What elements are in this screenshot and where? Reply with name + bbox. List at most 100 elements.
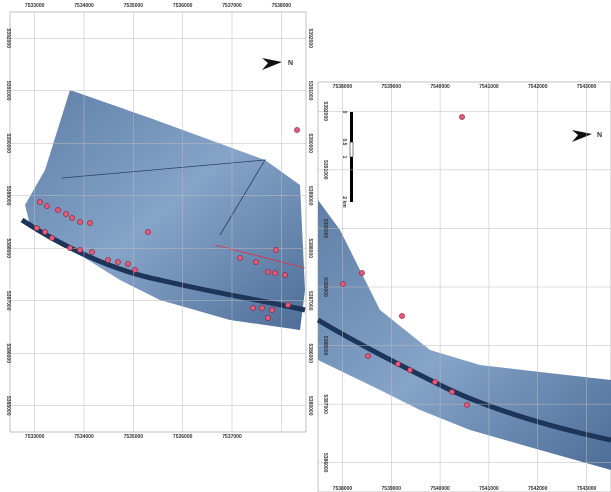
sample-point	[359, 270, 365, 276]
sample-point	[34, 225, 40, 231]
sample-point	[265, 315, 271, 321]
left-imagery	[25, 90, 305, 330]
bottom-coordinate: 7543000	[577, 486, 597, 492]
right-coordinate: 5390000	[307, 134, 313, 154]
sample-point	[399, 313, 405, 319]
sample-point	[49, 235, 55, 241]
sample-point	[340, 281, 346, 287]
bottom-coordinate: 7533000	[25, 434, 45, 440]
left-coordinate: 5388000	[5, 239, 11, 259]
sample-point	[55, 207, 61, 213]
bottom-coordinate: 7537000	[222, 434, 242, 440]
sample-point	[132, 267, 138, 273]
left-coordinate: 5387000	[322, 394, 328, 414]
top-coordinate: 7535000	[124, 3, 144, 9]
sample-point	[285, 302, 291, 308]
right-coordinate: 5388000	[307, 239, 313, 259]
top-coordinate: 7542000	[528, 84, 548, 90]
top-coordinate: 7539000	[382, 84, 402, 90]
sample-point	[115, 259, 121, 265]
scale-label: 1	[341, 156, 347, 159]
top-coordinate: 7540000	[430, 84, 450, 90]
north-label: N	[288, 60, 293, 67]
river	[20, 217, 306, 313]
red-line	[214, 244, 306, 269]
bottom-coordinate: 7534000	[74, 434, 94, 440]
left-coordinate: 5391000	[322, 160, 328, 180]
north-arrow	[262, 58, 282, 70]
sample-point	[269, 307, 275, 313]
sample-point	[449, 389, 455, 395]
sample-point	[237, 255, 243, 261]
top-coordinate: 7536000	[173, 3, 193, 9]
sample-point	[282, 272, 288, 278]
top-coordinate: 7534000	[74, 3, 94, 9]
right-coordinate: 5391000	[307, 81, 313, 101]
sample-point	[294, 127, 300, 133]
sample-point	[125, 261, 131, 267]
left-coordinate: 5385000	[5, 396, 11, 416]
sample-point	[67, 245, 73, 251]
sample-point	[259, 305, 265, 311]
sample-point	[395, 361, 401, 367]
left-coordinate: 5392000	[322, 102, 328, 122]
right-coordinate: 5387000	[307, 291, 313, 311]
bottom-coordinate: 7535000	[124, 434, 144, 440]
bottom-coordinate: 7539000	[382, 486, 402, 492]
scale-label: 2 km	[341, 196, 347, 208]
sample-point	[37, 199, 43, 205]
left-coordinate: 5392000	[5, 29, 11, 49]
sample-point	[265, 269, 271, 275]
right-coordinate: 5385000	[307, 396, 313, 416]
sample-point	[105, 257, 111, 263]
left-coordinate: 5389000	[322, 277, 328, 297]
top-coordinate: 7537000	[222, 3, 242, 9]
sample-point	[365, 353, 371, 359]
left-coordinate: 5389000	[5, 186, 11, 206]
north-label: N	[597, 132, 602, 139]
top-coordinate: 7538000	[333, 84, 353, 90]
right-coordinate: 5392000	[307, 29, 313, 49]
sample-point	[77, 219, 83, 225]
top-coordinate: 7541000	[479, 84, 499, 90]
bottom-coordinate: 7542000	[528, 486, 548, 492]
sample-point	[89, 249, 95, 255]
sample-point	[145, 229, 151, 235]
bottom-coordinate: 7536000	[173, 434, 193, 440]
sample-point	[42, 229, 48, 235]
sample-point	[69, 215, 75, 221]
sample-point	[253, 259, 259, 265]
scale-label: 0.5	[341, 139, 347, 146]
bottom-coordinate: 7541000	[479, 486, 499, 492]
sample-point	[407, 367, 413, 373]
scale-label: 0	[341, 111, 347, 114]
north-arrow	[572, 130, 592, 142]
sample-point	[63, 211, 69, 217]
sample-point	[273, 247, 279, 253]
left-coordinate: 5390000	[5, 134, 11, 154]
left-coordinate: 5390000	[322, 219, 328, 239]
left-coordinate: 5391000	[5, 81, 11, 101]
sample-point	[87, 220, 93, 226]
left-coordinate: 5387000	[5, 291, 11, 311]
boundary-line	[61, 159, 266, 236]
sample-point	[250, 305, 256, 311]
sample-point	[432, 379, 438, 385]
left-coordinate: 5386000	[322, 453, 328, 473]
sample-point	[77, 247, 83, 253]
left-coordinate: 5388000	[322, 336, 328, 356]
scale-bar	[349, 112, 354, 202]
bottom-coordinate: 7540000	[430, 486, 450, 492]
top-coordinate: 7538000	[272, 3, 292, 9]
sample-point	[272, 270, 278, 276]
bottom-coordinate: 7538000	[333, 486, 353, 492]
sample-point	[44, 203, 50, 209]
sample-point	[464, 402, 470, 408]
right-coordinate: 5386000	[307, 344, 313, 364]
top-coordinate: 7543000	[577, 84, 597, 90]
top-coordinate: 7533000	[25, 3, 45, 9]
left-coordinate: 5386000	[5, 344, 11, 364]
sample-point	[459, 114, 465, 120]
right-coordinate: 5389000	[307, 186, 313, 206]
